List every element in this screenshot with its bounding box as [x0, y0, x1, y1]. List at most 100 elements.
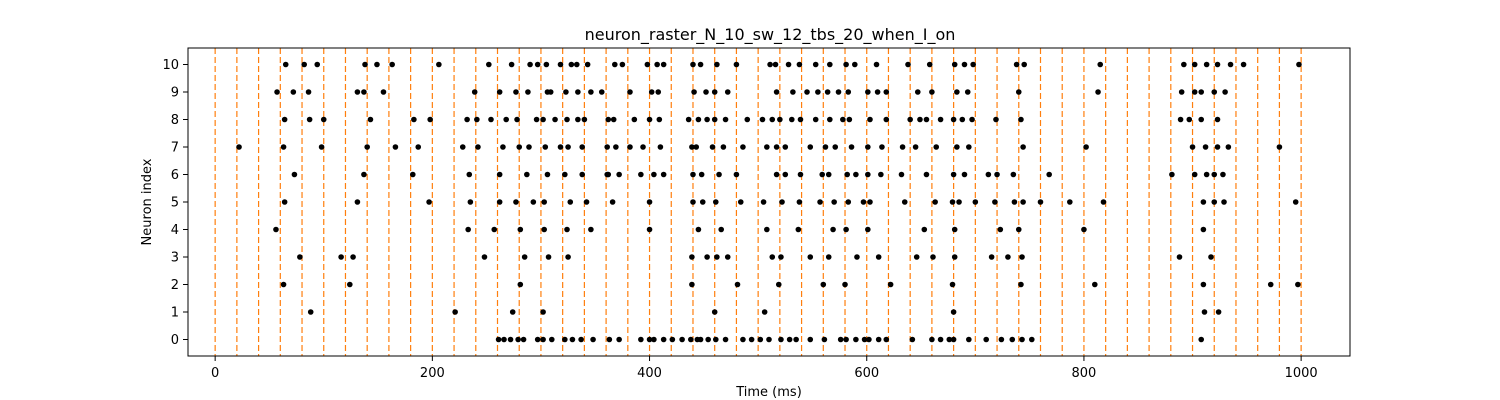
spike-point	[785, 61, 792, 68]
spike-point	[361, 171, 367, 178]
spike-point	[575, 89, 581, 95]
spike-point	[1181, 61, 1187, 68]
spike-point	[1211, 199, 1218, 205]
spike-point	[280, 281, 287, 288]
spike-point	[917, 116, 923, 123]
spike-point	[516, 144, 523, 150]
spike-point	[769, 116, 776, 123]
spike-point	[704, 116, 710, 123]
spike-point	[374, 61, 380, 68]
spike-point	[748, 336, 755, 343]
spike-point	[929, 336, 935, 343]
y-tick-label: 3	[171, 251, 179, 266]
spike-point	[631, 116, 638, 123]
y-axis-ticks: 0 1 2 3 4 5 6 7 8 9 10	[162, 58, 188, 348]
spike-point	[830, 226, 836, 233]
spike-point	[734, 281, 741, 288]
spike-point	[722, 116, 729, 123]
spike-point	[760, 199, 767, 205]
spike-point	[821, 336, 828, 343]
spike-point	[825, 254, 832, 260]
spike-point	[1221, 199, 1227, 205]
spike-point	[1169, 171, 1175, 178]
spike-point	[1015, 226, 1022, 233]
spike-point	[513, 199, 519, 205]
spike-point	[796, 61, 803, 68]
spike-point	[883, 116, 890, 123]
spike-point	[581, 116, 588, 123]
spike-point	[773, 144, 780, 150]
spike-point	[1200, 281, 1207, 288]
spike-point	[961, 61, 968, 68]
spike-point	[761, 309, 768, 315]
spike-point	[709, 144, 716, 150]
spike-point	[540, 309, 546, 315]
spike-point	[853, 171, 859, 178]
spike-point	[1011, 199, 1018, 205]
spike-point	[562, 336, 568, 343]
spike-point	[568, 61, 575, 68]
spike-point	[909, 336, 916, 343]
spike-point	[513, 89, 519, 95]
spike-point	[590, 336, 596, 343]
spike-point	[1021, 61, 1028, 68]
spike-point	[985, 171, 992, 178]
spike-markers	[236, 61, 1302, 343]
spike-point	[946, 336, 953, 343]
spike-point	[1191, 61, 1198, 68]
spike-point	[281, 199, 288, 205]
spike-point	[720, 144, 727, 150]
spike-point	[544, 171, 551, 178]
spike-point	[573, 61, 580, 68]
x-axis-label: Time (ms)	[735, 385, 802, 400]
spike-point	[712, 336, 719, 343]
spike-point	[579, 171, 586, 178]
spike-point	[875, 254, 882, 260]
spike-point	[646, 226, 653, 233]
spike-point	[1203, 171, 1210, 178]
spike-point	[306, 116, 313, 123]
spike-point	[526, 144, 532, 150]
spike-point	[1276, 144, 1283, 150]
spike-point	[1178, 89, 1185, 95]
spike-point	[507, 336, 514, 343]
spike-point	[1081, 226, 1087, 233]
spike-point	[648, 89, 655, 95]
spike-point	[534, 61, 541, 68]
spike-point	[1037, 199, 1044, 205]
spike-point	[527, 61, 533, 68]
spike-point	[1215, 309, 1222, 315]
spike-point	[772, 61, 779, 68]
spike-point	[540, 116, 546, 123]
spike-point	[724, 254, 731, 260]
spike-point	[660, 171, 667, 178]
spike-point	[865, 171, 871, 178]
spike-point	[878, 171, 884, 178]
spike-point	[281, 116, 288, 123]
spike-point	[646, 199, 653, 205]
spike-point	[690, 171, 696, 178]
spike-point	[703, 89, 709, 95]
spike-point	[578, 336, 584, 343]
spike-point	[865, 89, 871, 95]
spike-point	[1295, 281, 1301, 288]
spike-point	[651, 171, 657, 178]
spike-point	[552, 116, 558, 123]
spike-point	[767, 61, 773, 68]
spike-point	[1225, 144, 1232, 150]
spike-point	[467, 199, 474, 205]
spike-point	[842, 281, 848, 288]
spike-point	[782, 144, 789, 150]
spike-point	[697, 61, 704, 68]
y-tick-label: 7	[171, 141, 179, 156]
spike-point	[655, 89, 662, 95]
spike-point	[933, 144, 940, 150]
spike-point	[347, 281, 353, 288]
spike-point	[1203, 61, 1210, 68]
spike-point	[361, 89, 367, 95]
spike-point	[638, 171, 644, 178]
spike-point	[744, 116, 751, 123]
spike-point	[778, 254, 784, 260]
y-tick-label: 9	[171, 86, 179, 101]
spike-point	[865, 144, 871, 150]
